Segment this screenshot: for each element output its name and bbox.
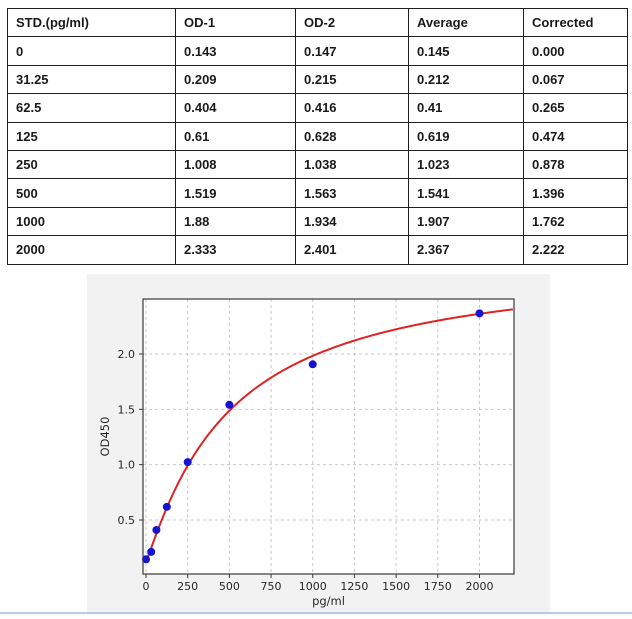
- table-row: 2000 2.333 2.401 2.367 2.222: [7, 235, 628, 265]
- column-header: Average: [408, 7, 524, 38]
- table-cell: 1.541: [408, 178, 524, 208]
- table-cell: 0.474: [523, 121, 628, 151]
- x-tick-label: 750: [261, 580, 282, 593]
- data-point: [142, 555, 151, 564]
- data-point: [183, 458, 192, 467]
- table-cell: 1.563: [295, 178, 409, 208]
- table-cell: 0.215: [295, 64, 409, 95]
- data-point: [475, 309, 484, 318]
- table-row: 1000 1.88 1.934 1.907 1.762: [7, 206, 628, 237]
- table-cell: 250: [7, 149, 176, 180]
- data-point: [162, 502, 171, 511]
- column-header: OD-1: [175, 7, 296, 38]
- table-cell: 0.209: [175, 64, 296, 95]
- table-cell: 0.61: [175, 121, 296, 151]
- table-cell: 2.333: [175, 235, 296, 265]
- table-cell: 1.934: [295, 206, 409, 237]
- x-tick-label: 1000: [299, 580, 327, 593]
- table-cell: 0.619: [408, 121, 524, 151]
- table-cell: 0.628: [295, 121, 409, 151]
- table-cell: 0.143: [175, 36, 296, 66]
- x-tick-label: 1500: [382, 580, 410, 593]
- table-cell: 0.41: [408, 93, 524, 123]
- table-cell: 0: [7, 36, 176, 66]
- table-cell: 62.5: [7, 93, 176, 123]
- table-cell: 0.147: [295, 36, 409, 66]
- y-tick-label: 0.5: [118, 514, 136, 527]
- x-tick-label: 2000: [465, 580, 493, 593]
- table-row: 31.25 0.209 0.215 0.212 0.067: [7, 64, 628, 95]
- y-axis-label: OD450: [98, 417, 112, 457]
- table-cell: 0.212: [408, 64, 524, 95]
- table-cell: 0.404: [175, 93, 296, 123]
- table-cell: 2000: [7, 235, 176, 265]
- data-point: [147, 547, 156, 556]
- standard-curve-figure: 0 250 500 750 1000 1250 1500 1750 2000 0.5 1.0 1.5 2…: [87, 274, 550, 612]
- table-cell: 1.519: [175, 178, 296, 208]
- table-row: 62.5 0.404 0.416 0.41 0.265: [7, 93, 628, 123]
- x-tick-label: 0: [143, 580, 150, 593]
- table-cell: 0.067: [523, 64, 628, 95]
- fit-curve: [145, 308, 513, 562]
- table-header-row: STD.(pg/ml) OD-1 OD-2 Average Corrected: [7, 7, 628, 38]
- table-cell: 0.265: [523, 93, 628, 123]
- table-row: 125 0.61 0.628 0.619 0.474: [7, 121, 628, 151]
- column-header: Corrected: [523, 7, 628, 38]
- table-cell: 0.878: [523, 149, 628, 180]
- standard-curve-chart: 0 250 500 750 1000 1250 1500 1750 2000 0.5 1.0 1.5 2…: [87, 274, 550, 612]
- axes-frame: [142, 298, 515, 575]
- table-cell: 1.88: [175, 206, 296, 237]
- table-cell: 1000: [7, 206, 176, 237]
- table-cell: 2.367: [408, 235, 524, 265]
- y-tick-label: 1.0: [118, 459, 136, 472]
- table-row: 500 1.519 1.563 1.541 1.396: [7, 178, 628, 208]
- x-axis-label: pg/ml: [312, 594, 345, 608]
- table-row: 0 0.143 0.147 0.145 0.000: [7, 36, 628, 66]
- plot-background: [143, 299, 514, 574]
- data-point: [225, 400, 234, 409]
- standards-table: STD.(pg/ml) OD-1 OD-2 Average Corrected 0 0.1…: [7, 7, 628, 265]
- table-cell: 0.416: [295, 93, 409, 123]
- x-tick-label: 250: [177, 580, 198, 593]
- table-cell: 1.396: [523, 178, 628, 208]
- table-cell: 0.000: [523, 36, 628, 66]
- table-cell: 125: [7, 121, 176, 151]
- column-header: OD-2: [295, 7, 409, 38]
- data-point: [152, 525, 161, 534]
- table-cell: 1.038: [295, 149, 409, 180]
- x-tick-label: 1250: [340, 580, 368, 593]
- y-tick-label: 2.0: [118, 348, 136, 361]
- y-tick-label: 1.5: [118, 403, 136, 416]
- table-body: 0 0.143 0.147 0.145 0.000 31.25 0.209 0.215 0.21…: [7, 36, 628, 265]
- table-cell: 1.762: [523, 206, 628, 237]
- table-cell: 2.222: [523, 235, 628, 265]
- table-cell: 1.008: [175, 149, 296, 180]
- table-row: 250 1.008 1.038 1.023 0.878: [7, 149, 628, 180]
- x-tick-label: 500: [219, 580, 240, 593]
- table-cell: 0.145: [408, 36, 524, 66]
- table-cell: 1.023: [408, 149, 524, 180]
- data-point: [308, 360, 317, 369]
- column-header: STD.(pg/ml): [7, 7, 176, 38]
- table-cell: 1.907: [408, 206, 524, 237]
- table-cell: 500: [7, 178, 176, 208]
- x-tick-label: 1750: [424, 580, 452, 593]
- table-cell: 31.25: [7, 64, 176, 95]
- table-cell: 2.401: [295, 235, 409, 265]
- bottom-divider: [0, 612, 632, 614]
